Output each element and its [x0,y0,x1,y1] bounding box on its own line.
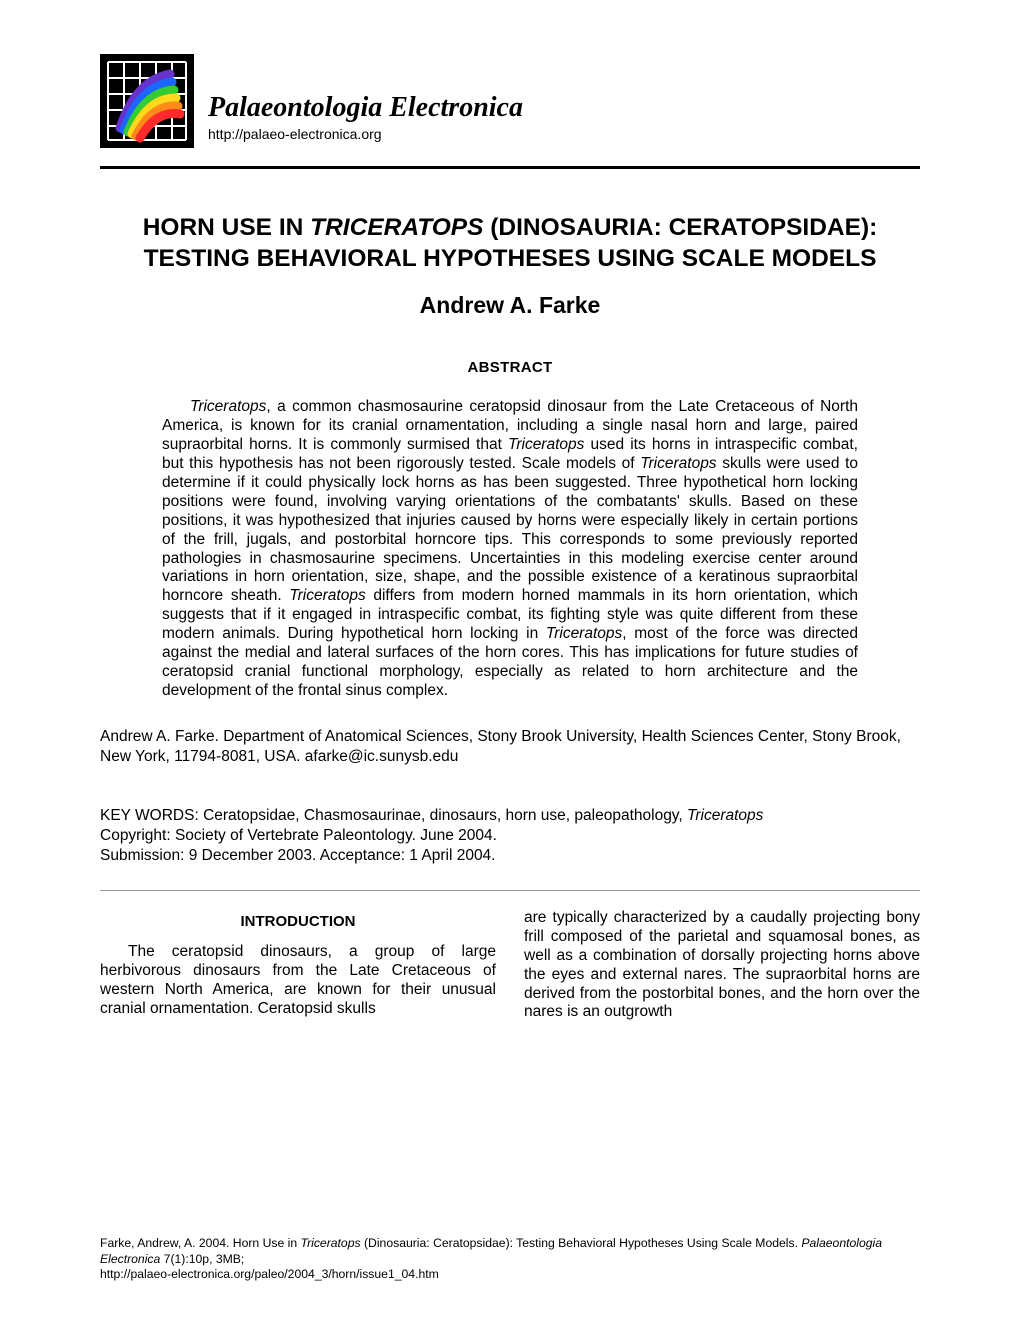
keywords-text: KEY WORDS: Ceratopsidae, Chasmosaurinae,… [100,807,687,824]
citation-text: (Dinosauria: Ceratopsidae): Testing Beha… [361,1236,802,1250]
title-italic: TRICERATOPS [310,214,483,241]
keywords-italic: Triceratops [687,807,763,824]
journal-logo [100,54,194,148]
citation-text: 7(1):10p, 3MB; [160,1252,244,1266]
body-column-left: INTRODUCTION The ceratopsid dinosaurs, a… [100,909,496,1022]
copyright-line: Copyright: Society of Vertebrate Paleont… [100,826,920,846]
paper-metadata: KEY WORDS: Ceratopsidae, Chasmosaurinae,… [100,806,920,865]
citation-italic: Triceratops [301,1236,361,1250]
footer-url: http://palaeo-electronica.org/paleo/2004… [100,1267,920,1282]
abstract-text: Triceratops, a common chasmosaurine cera… [162,398,858,701]
journal-name: Palaeontologia Electronica [208,93,523,122]
author-name: Andrew A. Farke [100,292,920,319]
citation-text: Farke, Andrew, A. 2004. Horn Use in [100,1236,301,1250]
title-part: HORN USE IN [143,214,310,241]
section-heading-introduction: INTRODUCTION [100,913,496,931]
section-rule [100,890,920,891]
journal-url: http://palaeo-electronica.org [208,126,523,142]
body-column-right: are typically characterized by a caudall… [524,909,920,1022]
footer-citation: Farke, Andrew, A. 2004. Horn Use in Tric… [100,1236,920,1267]
page-footer: Farke, Andrew, A. 2004. Horn Use in Tric… [100,1236,920,1282]
abstract-heading: ABSTRACT [162,359,858,376]
author-affiliation: Andrew A. Farke. Department of Anatomica… [100,727,920,767]
body-columns: INTRODUCTION The ceratopsid dinosaurs, a… [100,909,920,1022]
body-paragraph: The ceratopsid dinosaurs, a group of lar… [100,943,496,1019]
body-paragraph: are typically characterized by a caudall… [524,909,920,1022]
keywords-line: KEY WORDS: Ceratopsidae, Chasmosaurinae,… [100,806,920,826]
paper-title: HORN USE IN TRICERATOPS (DINOSAURIA: CER… [100,213,920,274]
header-rule [100,166,920,169]
submission-line: Submission: 9 December 2003. Acceptance:… [100,846,920,866]
page-header: Palaeontologia Electronica http://palaeo… [100,54,920,148]
